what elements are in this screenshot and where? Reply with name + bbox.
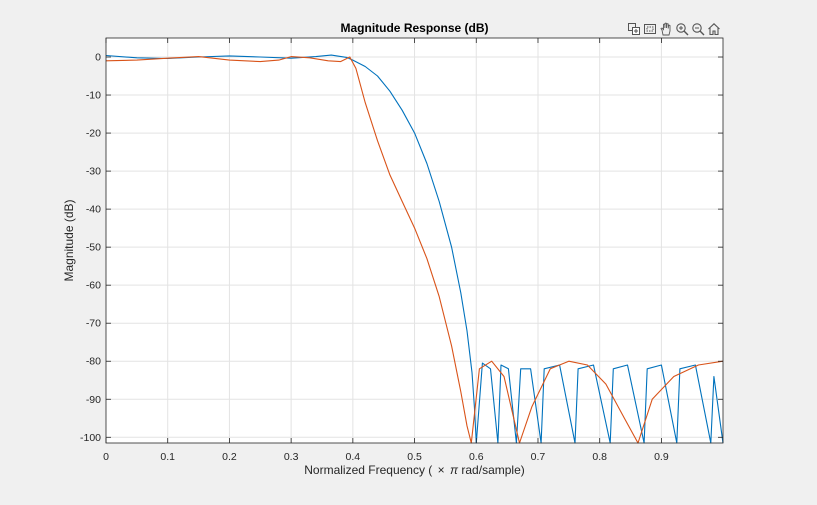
ticks: 0 0.1 0.2 0.3 0.4 0.5 0.6 0.7 0.8 0.9 0 -10 -20 -30 -4… (80, 38, 723, 463)
y-tick-label: -30 (86, 166, 101, 178)
y-tick-label: -80 (86, 356, 101, 368)
series-line-orange (105, 56, 724, 444)
y-axis-label: Magnitude (dB) (62, 199, 76, 281)
chart-title: Magnitude Response (dB) (340, 21, 488, 35)
x-label-times: × (438, 463, 445, 477)
axes-toolbar (626, 20, 722, 38)
y-tick-label: -20 (86, 128, 101, 140)
x-axis-label: Normalized Frequency ( × π rad/sample) (304, 463, 525, 477)
x-tick-label: 0.8 (592, 451, 607, 463)
y-tick-label: -50 (86, 242, 101, 254)
x-label-pi: π (450, 463, 459, 477)
x-tick-label: 0.1 (160, 451, 175, 463)
x-tick-label: 0.2 (222, 451, 237, 463)
grid (106, 38, 723, 443)
zoom-in-icon[interactable] (674, 21, 690, 37)
y-tick-label: -70 (86, 318, 101, 330)
brush-icon[interactable] (642, 21, 658, 37)
x-tick-label: 0.7 (531, 451, 546, 463)
pan-icon[interactable] (658, 21, 674, 37)
y-tick-label: -100 (80, 432, 101, 444)
y-tick-label: -40 (86, 204, 101, 216)
series-layer (105, 54, 724, 444)
zoom-out-icon[interactable] (690, 21, 706, 37)
x-tick-label: 0.4 (346, 451, 361, 463)
x-tick-label: 0 (103, 451, 109, 463)
y-tick-label: -90 (86, 394, 101, 406)
x-tick-label: 0.5 (407, 451, 422, 463)
x-label-prefix: Normalized Frequency ( (304, 463, 432, 477)
x-tick-label: 0.3 (284, 451, 299, 463)
x-label-suffix: rad/sample) (461, 463, 524, 477)
x-tick-label: 0.9 (654, 451, 669, 463)
home-icon[interactable] (706, 21, 722, 37)
series-line-blue (105, 54, 724, 444)
y-tick-label: -10 (86, 90, 101, 102)
x-tick-label: 0.6 (469, 451, 484, 463)
export-icon[interactable] (626, 21, 642, 37)
y-tick-label: -60 (86, 280, 101, 292)
y-tick-label: 0 (95, 52, 101, 64)
